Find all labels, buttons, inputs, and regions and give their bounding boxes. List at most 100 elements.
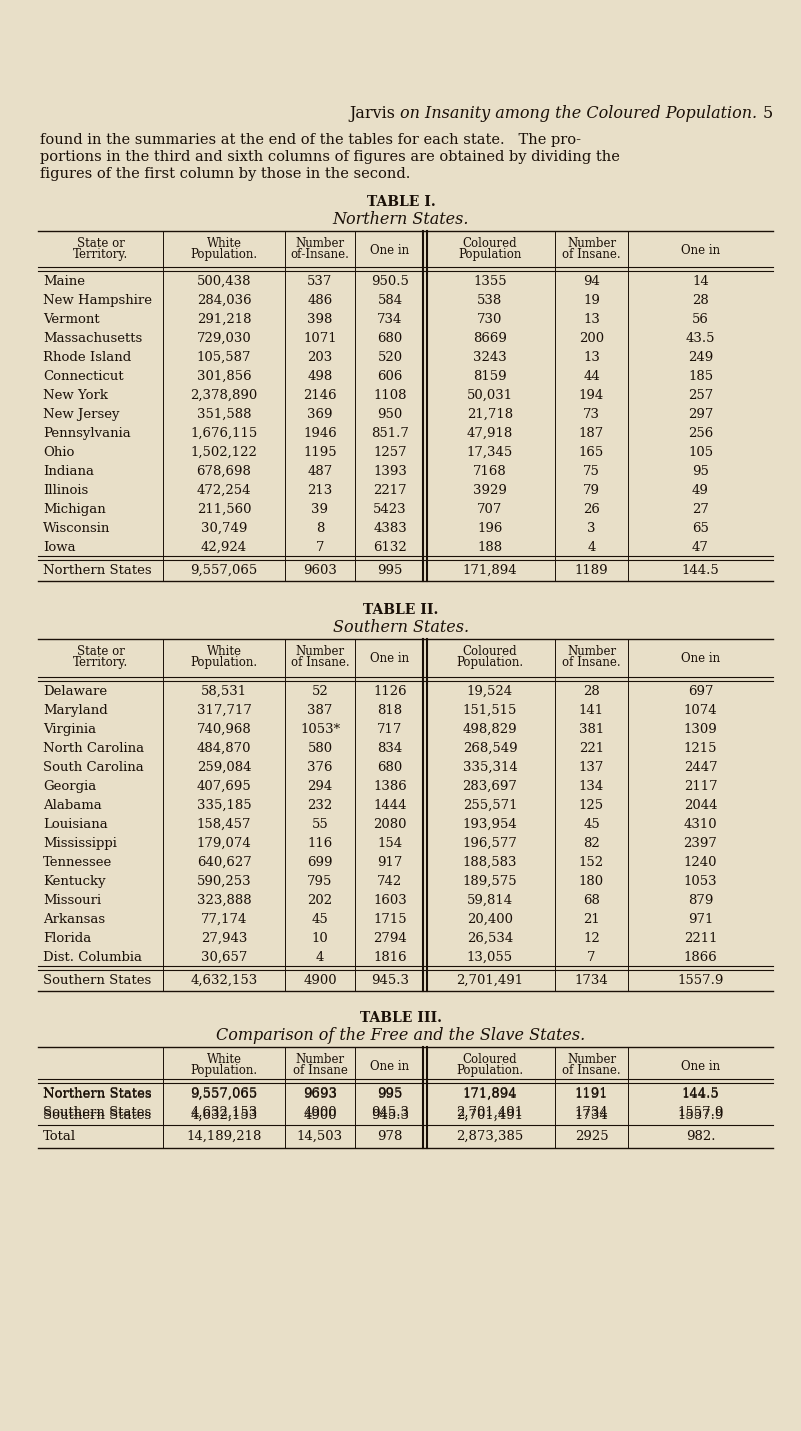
Text: Louisiana: Louisiana [43,819,108,831]
Text: Delaware: Delaware [43,685,107,698]
Text: TABLE III.: TABLE III. [360,1010,442,1025]
Text: TABLE II.: TABLE II. [364,602,439,617]
Text: 301,856: 301,856 [197,371,252,384]
Text: 232: 232 [308,798,332,811]
Text: Population: Population [458,248,521,260]
Text: 1257: 1257 [373,446,407,459]
Text: 19,524: 19,524 [467,685,513,698]
Text: 10: 10 [312,932,328,944]
Text: 1189: 1189 [574,564,608,577]
Text: TABLE I.: TABLE I. [367,195,436,209]
Text: State or: State or [77,238,124,250]
Text: 818: 818 [377,704,403,717]
Text: 42,924: 42,924 [201,541,247,554]
Text: 79: 79 [583,484,600,497]
Text: One in: One in [370,653,409,665]
Text: 2217: 2217 [373,484,407,497]
Text: 137: 137 [579,761,604,774]
Text: 950: 950 [377,408,403,421]
Text: 742: 742 [377,874,403,889]
Text: North Carolina: North Carolina [43,743,144,756]
Text: 27,943: 27,943 [201,932,248,944]
Text: 19: 19 [583,293,600,308]
Text: 9,557,065: 9,557,065 [191,1088,258,1100]
Text: 590,253: 590,253 [197,874,252,889]
Text: 1557.9: 1557.9 [678,975,723,987]
Text: 165: 165 [579,446,604,459]
Text: 4900: 4900 [304,1106,336,1119]
Text: 351,588: 351,588 [197,408,252,421]
Text: 2,701,491: 2,701,491 [457,975,524,987]
Text: on Insanity among the Coloured Population.: on Insanity among the Coloured Populatio… [400,104,757,122]
Text: 795: 795 [308,874,332,889]
Text: 537: 537 [308,275,332,288]
Text: 4900: 4900 [304,1109,336,1122]
Text: Georgia: Georgia [43,780,96,793]
Text: 200: 200 [579,332,604,345]
Text: 171,894: 171,894 [463,564,517,577]
Text: 13: 13 [583,351,600,363]
Text: 1734: 1734 [574,1106,609,1119]
Text: 680: 680 [377,332,403,345]
Text: 7168: 7168 [473,465,507,478]
Text: 30,749: 30,749 [201,522,248,535]
Text: 294: 294 [308,780,332,793]
Text: Maine: Maine [43,275,85,288]
Text: 9,557,065: 9,557,065 [191,1088,258,1100]
Text: 707: 707 [477,504,503,517]
Text: Coloured: Coloured [463,1053,517,1066]
Text: 14,503: 14,503 [297,1130,343,1143]
Text: Vermont: Vermont [43,313,99,326]
Text: 44: 44 [583,371,600,384]
Text: 284,036: 284,036 [197,293,252,308]
Text: 116: 116 [308,837,332,850]
Text: 5: 5 [763,104,773,122]
Text: 484,870: 484,870 [197,743,252,756]
Text: New York: New York [43,389,108,402]
Text: 47: 47 [692,541,709,554]
Text: 55: 55 [312,819,328,831]
Text: of Insane.: of Insane. [562,1065,621,1078]
Text: 188,583: 188,583 [463,856,517,869]
Text: 1191: 1191 [574,1088,608,1100]
Text: Total: Total [43,1130,76,1143]
Text: Pennsylvania: Pennsylvania [43,426,131,439]
Text: Virginia: Virginia [43,723,96,736]
Text: 7: 7 [587,952,596,964]
Text: of Insane.: of Insane. [562,248,621,260]
Text: 1816: 1816 [373,952,407,964]
Text: 65: 65 [692,522,709,535]
Text: 45: 45 [312,913,328,926]
Text: 740,968: 740,968 [196,723,252,736]
Text: Jarvis: Jarvis [349,104,400,122]
Text: 4,632,153: 4,632,153 [191,975,258,987]
Text: 257: 257 [688,389,713,402]
Text: Indiana: Indiana [43,465,94,478]
Text: 144.5: 144.5 [682,1088,719,1100]
Text: 1,502,122: 1,502,122 [191,446,257,459]
Text: 606: 606 [377,371,403,384]
Text: Northern States: Northern States [43,1088,151,1100]
Text: Mississippi: Mississippi [43,837,117,850]
Text: 196,577: 196,577 [462,837,517,850]
Text: Southern States: Southern States [43,1106,151,1119]
Text: 68: 68 [583,894,600,907]
Text: 95: 95 [692,465,709,478]
Text: 323,888: 323,888 [197,894,252,907]
Text: 73: 73 [583,408,600,421]
Text: Arkansas: Arkansas [43,913,105,926]
Text: White: White [207,645,241,658]
Text: 50,031: 50,031 [467,389,513,402]
Text: 498: 498 [308,371,332,384]
Text: Number: Number [296,238,344,250]
Text: 4,632,153: 4,632,153 [191,1106,258,1119]
Text: of Insane: of Insane [292,1065,348,1078]
Text: Number: Number [567,1053,616,1066]
Text: 9693: 9693 [303,1088,337,1100]
Text: 188: 188 [477,541,502,554]
Text: 196: 196 [477,522,503,535]
Text: Wisconsin: Wisconsin [43,522,111,535]
Text: 498,829: 498,829 [463,723,517,736]
Text: 1126: 1126 [373,685,407,698]
Text: 2925: 2925 [574,1130,608,1143]
